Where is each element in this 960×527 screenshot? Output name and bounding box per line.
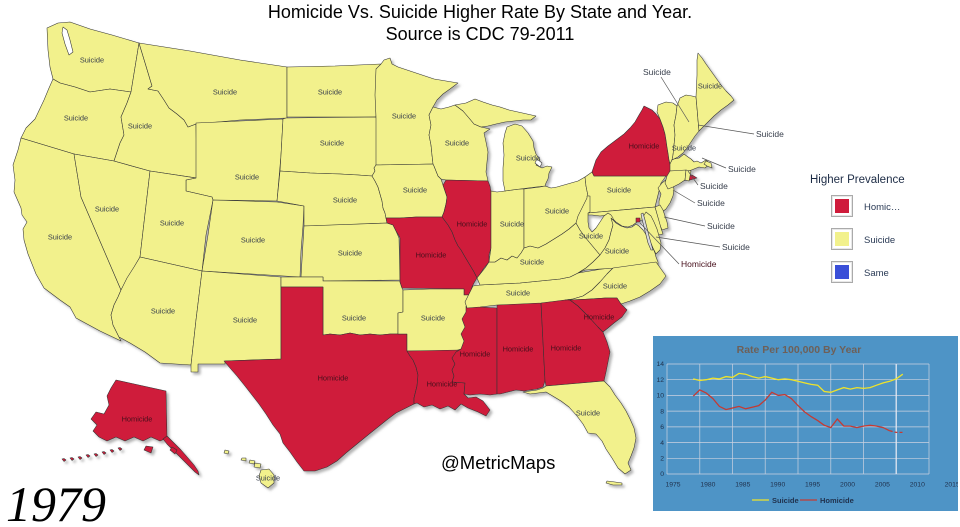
svg-text:10: 10 [656, 393, 664, 400]
svg-text:Suicide: Suicide [235, 173, 259, 182]
svg-text:Homicide: Homicide [503, 345, 534, 354]
svg-text:Suicide: Suicide [756, 129, 784, 139]
svg-text:6: 6 [660, 424, 664, 431]
svg-text:2005: 2005 [875, 482, 890, 489]
svg-text:0: 0 [660, 471, 664, 478]
svg-text:Homicide: Homicide [457, 220, 488, 229]
svg-text:Suicide: Suicide [516, 154, 540, 163]
svg-text:Suicide: Suicide [333, 196, 357, 205]
svg-text:Homicide: Homicide [584, 313, 615, 322]
svg-text:Suicide: Suicide [500, 220, 524, 229]
svg-text:2: 2 [660, 456, 664, 463]
svg-text:Suicide: Suicide [320, 139, 344, 148]
svg-text:Suicide: Suicide [421, 314, 445, 323]
svg-text:Homicide: Homicide [460, 350, 491, 359]
svg-text:Suicide: Suicide [445, 139, 469, 148]
svg-text:4: 4 [660, 440, 664, 447]
svg-text:Suicide: Suicide [64, 114, 88, 123]
svg-text:1975: 1975 [665, 482, 680, 489]
svg-text:14: 14 [656, 361, 664, 368]
svg-text:Homicide: Homicide [318, 374, 349, 383]
svg-text:Suicide: Suicide [48, 233, 72, 242]
svg-text:Homicide: Homicide [416, 251, 447, 260]
svg-text:Suicide: Suicide [728, 164, 756, 174]
svg-text:Suicide: Suicide [95, 205, 119, 214]
svg-text:Suicide: Suicide [151, 307, 175, 316]
svg-text:Suicide: Suicide [520, 258, 544, 267]
svg-text:Suicide: Suicide [213, 88, 237, 97]
svg-text:Suicide: Suicide [160, 219, 184, 228]
svg-text:1980: 1980 [700, 482, 715, 489]
svg-text:Suicide: Suicide [392, 112, 416, 121]
svg-text:Suicide: Suicide [707, 221, 735, 231]
svg-text:Suicide: Suicide [403, 186, 427, 195]
svg-text:Suicide: Suicide [506, 289, 530, 298]
svg-text:8: 8 [660, 408, 664, 415]
svg-text:Suicide: Suicide [698, 82, 722, 91]
svg-text:Suicide: Suicide [643, 67, 671, 77]
svg-text:Homicide: Homicide [629, 142, 660, 151]
svg-text:2015: 2015 [945, 482, 958, 489]
svg-text:Suicide: Suicide [672, 144, 696, 153]
svg-text:Rate Per 100,000 By Year: Rate Per 100,000 By Year [737, 344, 862, 356]
svg-text:1990: 1990 [770, 482, 785, 489]
svg-text:Homicide: Homicide [551, 344, 582, 353]
svg-text:Suicide: Suicide [128, 122, 152, 131]
svg-text:Suicide: Suicide [233, 316, 257, 325]
svg-text:2010: 2010 [910, 482, 925, 489]
svg-text:Suicide: Suicide [318, 88, 342, 97]
svg-text:Suicide: Suicide [342, 314, 366, 323]
svg-text:Suicide: Suicide [80, 56, 104, 65]
svg-text:Suicide: Suicide [545, 207, 569, 216]
svg-text:Suicide: Suicide [338, 249, 362, 258]
svg-text:Suicide: Suicide [772, 496, 799, 505]
svg-text:12: 12 [656, 377, 664, 384]
svg-text:Suicide: Suicide [697, 198, 725, 208]
svg-text:Suicide: Suicide [722, 242, 750, 252]
svg-text:1985: 1985 [735, 482, 750, 489]
svg-text:2000: 2000 [840, 482, 855, 489]
svg-text:Homicide: Homicide [820, 496, 854, 505]
svg-text:Suicide: Suicide [607, 186, 631, 195]
svg-text:Suicide: Suicide [603, 282, 627, 291]
svg-text:Homicide: Homicide [681, 259, 717, 269]
svg-text:Suicide: Suicide [579, 232, 603, 241]
svg-text:Suicide: Suicide [241, 236, 265, 245]
svg-text:Suicide: Suicide [605, 247, 629, 256]
svg-text:Suicide: Suicide [700, 181, 728, 191]
svg-text:1995: 1995 [805, 482, 820, 489]
svg-text:Suicide: Suicide [256, 474, 280, 483]
svg-text:Suicide: Suicide [576, 409, 600, 418]
svg-text:Homicide: Homicide [122, 415, 153, 424]
svg-text:Homicide: Homicide [427, 380, 458, 389]
